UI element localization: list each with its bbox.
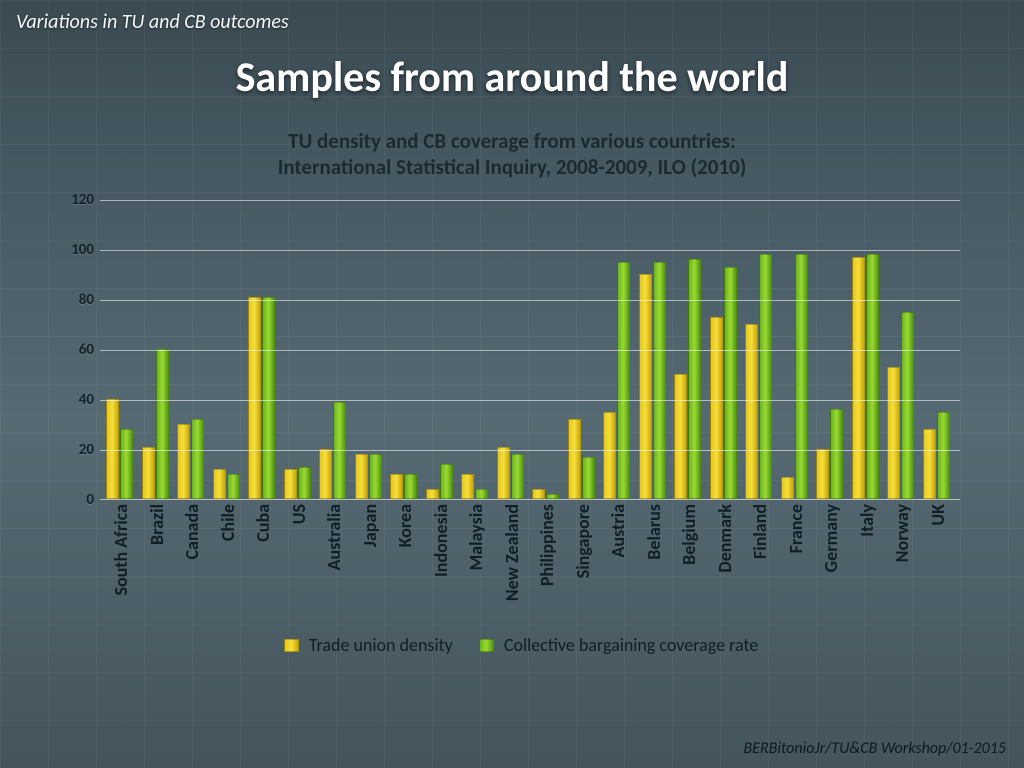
x-tick-label: Norway: [891, 504, 913, 562]
bar-tu: [781, 477, 794, 500]
x-tick-label: New Zealand: [501, 504, 523, 601]
x-tick-label: South Africa: [110, 504, 132, 596]
bar-cb: [759, 254, 772, 499]
x-tick-label: Korea: [394, 504, 416, 547]
y-tick-label: 60: [79, 341, 100, 359]
y-tick-label: 100: [71, 241, 100, 259]
bar-cb: [901, 312, 914, 500]
bar-tu: [213, 469, 226, 499]
bar-tu: [710, 317, 723, 500]
bar-tu: [852, 257, 865, 500]
bar-chart: 020406080100120 South Africa Brazil Canada…: [60, 200, 960, 660]
page-title: Samples from around the world: [0, 52, 1024, 103]
bar-cb: [866, 254, 879, 499]
bar-tu: [319, 449, 332, 499]
plot-area: 020406080100120: [100, 200, 960, 500]
x-tick-label: Italy: [856, 504, 878, 537]
bar-cb: [830, 409, 843, 499]
grid-line: [100, 250, 960, 251]
bar-cb: [795, 254, 808, 499]
bar-cb: [688, 259, 701, 499]
footer-credit: BERBitonioJr/TU&CB Workshop/01-2015: [743, 739, 1006, 758]
legend-label-tu: Trade union density: [309, 634, 453, 656]
bar-cb: [475, 489, 488, 499]
x-tick-label: Brazil: [146, 504, 168, 545]
x-tick-label: Belarus: [643, 504, 665, 560]
legend-swatch-cb: [479, 639, 494, 652]
bar-cb: [546, 494, 559, 499]
bar-tu: [674, 374, 687, 499]
x-axis-labels: South Africa Brazil Canada Chile Cuba US Austr…: [100, 504, 960, 654]
bar-cb: [262, 297, 275, 500]
x-tick-label: Austria: [607, 504, 629, 558]
bar-cb: [404, 474, 417, 499]
x-tick-label: UK: [927, 504, 949, 526]
bar-cb: [653, 262, 666, 500]
grid-line: [100, 400, 960, 401]
bar-cb: [191, 419, 204, 499]
x-tick-label: Japan: [359, 504, 381, 547]
legend-label-cb: Collective bargaining coverage rate: [504, 634, 758, 656]
y-tick-label: 20: [79, 441, 100, 459]
slide-header: Variations in TU and CB outcomes: [16, 10, 289, 34]
x-tick-label: Cuba: [252, 504, 274, 542]
y-tick-label: 80: [79, 291, 100, 309]
bar-cb: [227, 474, 240, 499]
bar-tu: [355, 454, 368, 499]
bar-cb: [582, 457, 595, 500]
bar-cb: [298, 467, 311, 500]
bar-cb: [120, 429, 133, 499]
bar-cb: [440, 464, 453, 499]
x-tick-label: Indonesia: [430, 504, 452, 577]
bar-tu: [923, 429, 936, 499]
x-tick-label: Malaysia: [465, 504, 487, 571]
bar-tu: [639, 274, 652, 499]
grid-line: [100, 350, 960, 351]
legend: Trade union density Collective bargainin…: [60, 634, 960, 656]
bar-tu: [390, 474, 403, 499]
x-tick-label: Chile: [217, 504, 239, 541]
x-tick-label: Australia: [323, 504, 345, 570]
x-tick-label: Philippines: [536, 504, 558, 586]
bar-cb: [724, 267, 737, 500]
bar-tu: [568, 419, 581, 499]
y-tick-label: 0: [86, 491, 100, 509]
bar-cb: [617, 262, 630, 500]
x-tick-label: Denmark: [714, 504, 736, 573]
x-tick-label: Singapore: [572, 504, 594, 578]
x-tick-label: US: [288, 504, 310, 524]
subtitle-line-2: International Statistical Inquiry, 2008-…: [278, 154, 747, 180]
y-tick-label: 40: [79, 391, 100, 409]
bar-tu: [106, 399, 119, 499]
grid-line: [100, 450, 960, 451]
bar-tu: [603, 412, 616, 500]
y-tick-label: 120: [71, 191, 100, 209]
bar-tu: [461, 474, 474, 499]
bar-tu: [497, 447, 510, 500]
bar-tu: [887, 367, 900, 500]
bar-tu: [426, 489, 439, 499]
subtitle-line-1: TU density and CB coverage from various …: [288, 128, 736, 154]
grid-line: [100, 300, 960, 301]
bar-tu: [284, 469, 297, 499]
bar-cb: [511, 454, 524, 499]
x-tick-label: Belgium: [678, 504, 700, 565]
bar-cb: [937, 412, 950, 500]
bar-cb: [369, 454, 382, 499]
bar-tu: [248, 297, 261, 500]
x-tick-label: France: [785, 504, 807, 553]
legend-swatch-tu: [284, 639, 299, 652]
chart-subtitle: TU density and CB coverage from various …: [0, 128, 1024, 181]
x-tick-label: Germany: [820, 504, 842, 572]
bar-tu: [142, 447, 155, 500]
bar-cb: [156, 349, 169, 499]
x-tick-label: Finland: [749, 504, 771, 559]
x-tick-label: Canada: [181, 504, 203, 560]
grid-line: [100, 200, 960, 201]
bar-tu: [532, 489, 545, 499]
bar-tu: [177, 424, 190, 499]
bar-tu: [816, 449, 829, 499]
